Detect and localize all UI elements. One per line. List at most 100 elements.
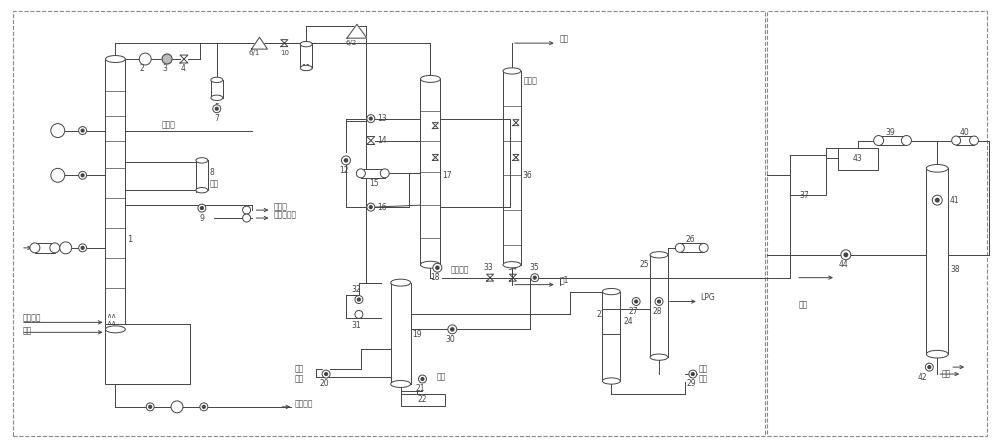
Text: 18: 18	[431, 273, 440, 282]
Circle shape	[533, 276, 536, 279]
Circle shape	[79, 244, 87, 252]
Text: 26: 26	[686, 236, 696, 245]
Text: 一中
回流: 一中 回流	[295, 364, 304, 384]
Circle shape	[200, 403, 208, 411]
Ellipse shape	[356, 169, 365, 178]
Circle shape	[81, 174, 84, 177]
Text: 24: 24	[623, 317, 633, 326]
Text: 柴油出装置: 柴油出装置	[273, 211, 297, 219]
Circle shape	[162, 54, 172, 64]
Text: 10: 10	[280, 50, 289, 56]
Circle shape	[81, 129, 84, 132]
Bar	[838, 148, 878, 170]
Text: 25: 25	[639, 260, 649, 269]
Circle shape	[79, 127, 87, 135]
Ellipse shape	[420, 76, 440, 82]
Text: 二中
回流: 二中 回流	[699, 364, 708, 384]
Ellipse shape	[105, 326, 125, 333]
Text: LPG: LPG	[701, 293, 715, 302]
Circle shape	[844, 253, 848, 257]
Ellipse shape	[602, 378, 620, 384]
Circle shape	[928, 366, 931, 368]
Text: 反应油气: 反应油气	[23, 313, 41, 322]
Text: 稳定汽油: 稳定汽油	[450, 265, 469, 274]
Circle shape	[355, 311, 363, 318]
Circle shape	[658, 300, 660, 303]
Text: 20: 20	[319, 380, 329, 388]
Bar	[35, 243, 55, 253]
Circle shape	[421, 378, 424, 380]
Circle shape	[60, 242, 72, 254]
Circle shape	[448, 325, 457, 334]
Bar	[680, 243, 704, 252]
Circle shape	[200, 207, 203, 210]
Circle shape	[341, 156, 350, 165]
Circle shape	[215, 107, 218, 110]
Text: 21: 21	[416, 384, 425, 393]
Text: 2: 2	[140, 64, 145, 73]
Ellipse shape	[650, 252, 668, 258]
Circle shape	[357, 298, 360, 301]
Circle shape	[243, 214, 251, 222]
Text: 27: 27	[628, 307, 638, 316]
Text: 1: 1	[127, 236, 133, 245]
Text: 蒸汽: 蒸汽	[210, 180, 219, 189]
Text: 蒸汽: 蒸汽	[23, 327, 32, 336]
Text: 37: 37	[799, 191, 809, 200]
Ellipse shape	[901, 135, 911, 145]
Bar	[602, 309, 620, 334]
Circle shape	[369, 117, 372, 120]
Circle shape	[139, 53, 151, 65]
Text: 38: 38	[950, 265, 960, 274]
Text: 14: 14	[377, 136, 386, 145]
Ellipse shape	[30, 243, 40, 253]
Text: 29: 29	[687, 380, 697, 388]
Ellipse shape	[50, 243, 60, 253]
Text: 4: 4	[181, 64, 185, 73]
Text: 15: 15	[369, 179, 378, 188]
Text: 43: 43	[853, 154, 863, 163]
Text: 蒸汽: 蒸汽	[436, 372, 446, 382]
Text: 36: 36	[523, 171, 533, 180]
Text: 41: 41	[949, 196, 959, 205]
Circle shape	[51, 169, 65, 182]
Ellipse shape	[300, 65, 312, 71]
Ellipse shape	[602, 288, 620, 295]
Circle shape	[691, 373, 694, 375]
Text: 9: 9	[199, 214, 204, 223]
Circle shape	[419, 375, 426, 383]
Circle shape	[655, 298, 663, 305]
Ellipse shape	[926, 350, 948, 358]
Circle shape	[635, 300, 638, 303]
Text: 39: 39	[886, 128, 895, 137]
Ellipse shape	[300, 42, 312, 47]
Text: 11: 11	[301, 64, 311, 73]
Circle shape	[367, 203, 375, 211]
Circle shape	[322, 370, 330, 378]
Ellipse shape	[105, 55, 125, 63]
Ellipse shape	[952, 136, 961, 145]
Circle shape	[51, 124, 65, 138]
Circle shape	[325, 373, 327, 375]
Ellipse shape	[391, 380, 411, 388]
Ellipse shape	[380, 169, 389, 178]
Text: 蒸汽: 蒸汽	[941, 370, 950, 379]
Circle shape	[689, 370, 697, 378]
Circle shape	[367, 115, 375, 122]
Text: 34: 34	[507, 263, 517, 272]
Polygon shape	[347, 24, 367, 38]
Circle shape	[433, 263, 442, 272]
Ellipse shape	[503, 68, 521, 74]
Text: 44: 44	[839, 260, 849, 269]
Circle shape	[369, 206, 372, 208]
Text: 8: 8	[210, 168, 215, 177]
Text: 5: 5	[214, 103, 219, 112]
Text: 23: 23	[596, 310, 606, 319]
Bar	[879, 135, 906, 145]
Text: 贫柴油: 贫柴油	[524, 76, 538, 85]
Text: 贫柴油: 贫柴油	[273, 202, 287, 211]
Ellipse shape	[699, 243, 708, 252]
Ellipse shape	[420, 261, 440, 268]
Bar	[767, 11, 987, 436]
Text: 33: 33	[483, 263, 493, 272]
